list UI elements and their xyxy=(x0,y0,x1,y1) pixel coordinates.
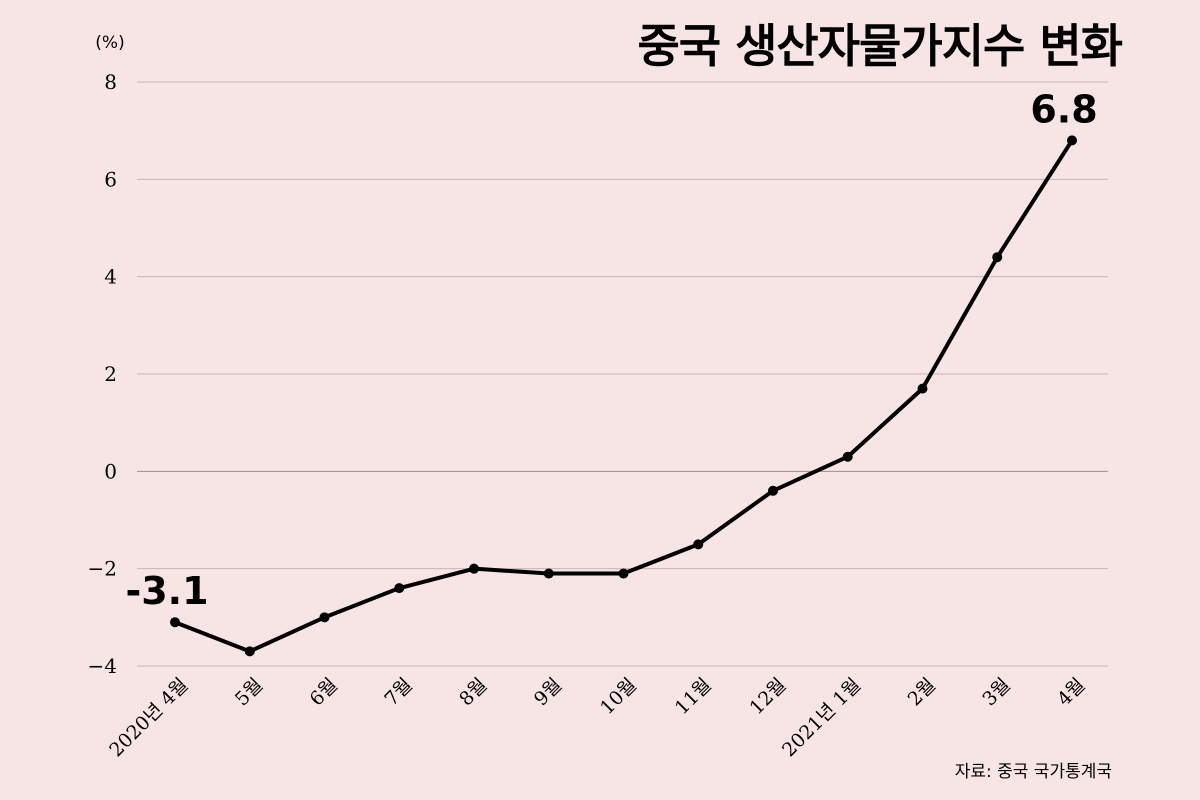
x-tick-label: 2월 xyxy=(904,674,940,710)
y-tick-label: 4 xyxy=(104,265,117,289)
x-tick-label: 6월 xyxy=(306,674,342,710)
y-tick-label: 6 xyxy=(104,167,117,191)
y-tick-label: 8 xyxy=(104,70,117,94)
x-tick-label: 2021년 1월 xyxy=(778,674,865,761)
x-tick-label: 7월 xyxy=(380,674,416,710)
data-point xyxy=(1067,135,1077,146)
y-tick-label: −4 xyxy=(88,654,117,678)
y-axis-ticks: 8 6 4 2 0 −2 −4 xyxy=(88,70,117,678)
x-tick-label: 9월 xyxy=(530,674,566,710)
x-tick-label: 11월 xyxy=(671,674,716,719)
data-point xyxy=(469,563,479,574)
x-tick-label: 5월 xyxy=(231,674,267,710)
data-point xyxy=(768,485,778,496)
x-tick-label: 2020년 4월 xyxy=(105,674,192,761)
series-line-group xyxy=(170,135,1077,657)
data-labels: -3.1 6.8 xyxy=(125,87,1097,613)
source-note: 자료: 중국 국가통계국 xyxy=(955,762,1112,782)
data-label: 6.8 xyxy=(1030,87,1097,131)
x-tick-label: 3월 xyxy=(978,674,1014,710)
data-point xyxy=(543,568,554,579)
x-tick-label: 10월 xyxy=(596,674,641,719)
data-point xyxy=(618,568,629,579)
y-tick-label: −2 xyxy=(88,557,117,581)
data-point xyxy=(244,646,255,657)
y-axis-unit-label: (%) xyxy=(95,33,124,53)
y-tick-label: 0 xyxy=(104,459,117,483)
data-point xyxy=(917,383,928,394)
chart-title: 중국 생산자물가지수 변화 xyxy=(637,19,1122,73)
data-point xyxy=(170,617,180,628)
x-tick-label: 12월 xyxy=(746,674,791,719)
data-point xyxy=(693,539,704,550)
data-point xyxy=(319,612,330,623)
data-point xyxy=(992,252,1003,263)
data-point xyxy=(842,451,853,462)
y-tick-label: 2 xyxy=(104,362,117,386)
data-label: -3.1 xyxy=(125,569,208,613)
x-tick-label: 8월 xyxy=(455,674,491,710)
data-point xyxy=(394,583,405,594)
x-tick-label: 4월 xyxy=(1053,674,1089,710)
